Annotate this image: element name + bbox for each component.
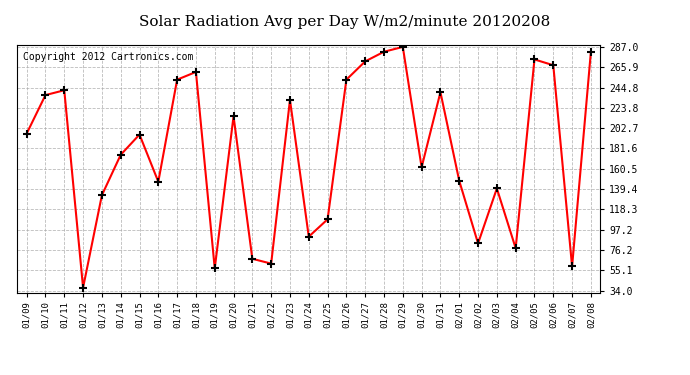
Text: Solar Radiation Avg per Day W/m2/minute 20120208: Solar Radiation Avg per Day W/m2/minute …	[139, 15, 551, 29]
Text: Copyright 2012 Cartronics.com: Copyright 2012 Cartronics.com	[23, 53, 193, 62]
